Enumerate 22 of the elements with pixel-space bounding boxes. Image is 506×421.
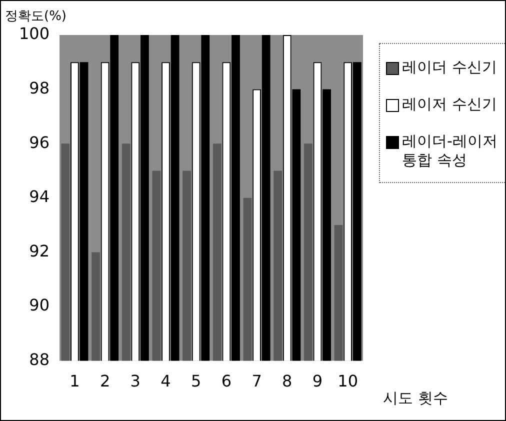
x-tick-label: 3 (130, 372, 140, 391)
x-tick-label: 1 (70, 372, 80, 391)
legend-label: 레이저 수신기 (402, 95, 497, 114)
y-tick-label: 98 (29, 78, 50, 98)
x-tick-label: 6 (221, 372, 232, 391)
x-tick-label: 8 (282, 372, 292, 391)
legend-label: 레이더 수신기 (402, 58, 497, 77)
y-tick-label: 88 (29, 350, 50, 369)
y-tick-label: 96 (29, 132, 50, 152)
x-tick-label: 10 (338, 372, 358, 391)
x-tick-label: 5 (191, 372, 202, 391)
x-tick-label: 4 (160, 372, 171, 391)
y-tick-label: 100 (18, 24, 50, 44)
x-axis-title: 시도 횟수 (383, 389, 448, 408)
y-tick-label: 92 (29, 241, 50, 260)
y-axis-title: 정확도(%) (5, 8, 66, 25)
legend-label: 레이더-레이저 통합 속성 (402, 132, 498, 170)
y-tick-label: 94 (29, 187, 50, 206)
x-tick-label: 2 (100, 372, 110, 391)
y-tick-label: 90 (29, 296, 50, 315)
x-tick-label: 7 (252, 372, 262, 391)
x-tick-label: 9 (312, 372, 323, 391)
